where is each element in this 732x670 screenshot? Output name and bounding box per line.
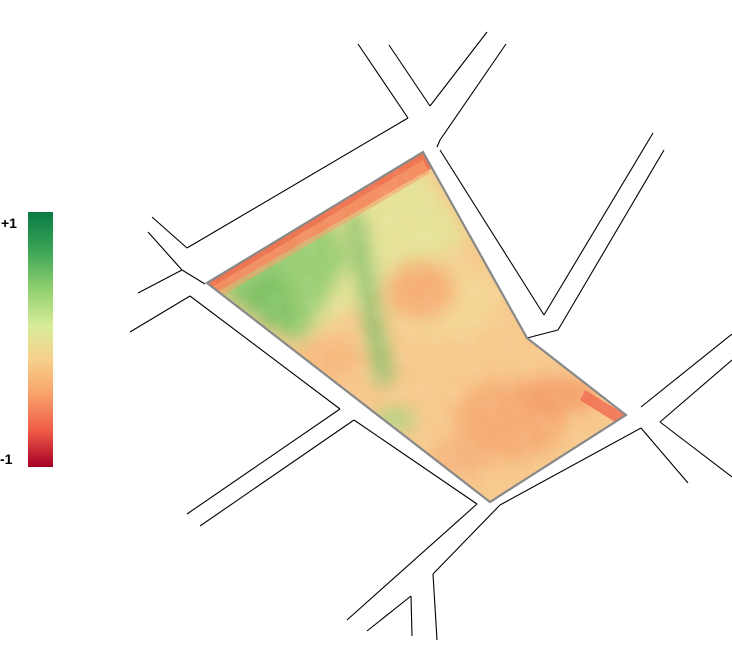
road-network: [129, 31, 732, 641]
road-line: [436, 139, 441, 148]
road-line: [366, 595, 412, 632]
field-boundary: [205, 150, 628, 504]
road-line: [557, 149, 665, 331]
road-line: [137, 269, 183, 294]
road-line: [357, 43, 409, 119]
road-line: [659, 421, 732, 478]
legend-min-label: -1: [0, 451, 13, 467]
road-line: [189, 295, 341, 410]
road-line: [432, 504, 501, 575]
legend-max-label: +1: [1, 215, 17, 231]
field-heatmap: [207, 152, 626, 502]
road-line: [410, 595, 413, 637]
road-line: [640, 427, 689, 484]
road-line: [147, 231, 183, 271]
road-line: [432, 573, 438, 641]
road-line: [659, 359, 732, 423]
road-line: [499, 427, 642, 506]
road-line: [429, 31, 488, 107]
road-line: [439, 43, 507, 141]
road-line: [526, 329, 559, 339]
road-line: [181, 269, 206, 285]
road-line: [186, 117, 409, 249]
road-line: [543, 132, 654, 316]
road-line: [186, 408, 341, 515]
road-line: [353, 419, 478, 505]
road-line: [129, 295, 191, 333]
legend-color-ramp: [28, 212, 53, 467]
road-line: [388, 44, 431, 107]
road-line: [199, 419, 355, 527]
color-legend: +1 -1: [0, 0, 60, 670]
road-line: [151, 216, 188, 249]
road-line: [439, 149, 545, 316]
road-line: [346, 503, 478, 621]
road-line: [640, 333, 732, 408]
